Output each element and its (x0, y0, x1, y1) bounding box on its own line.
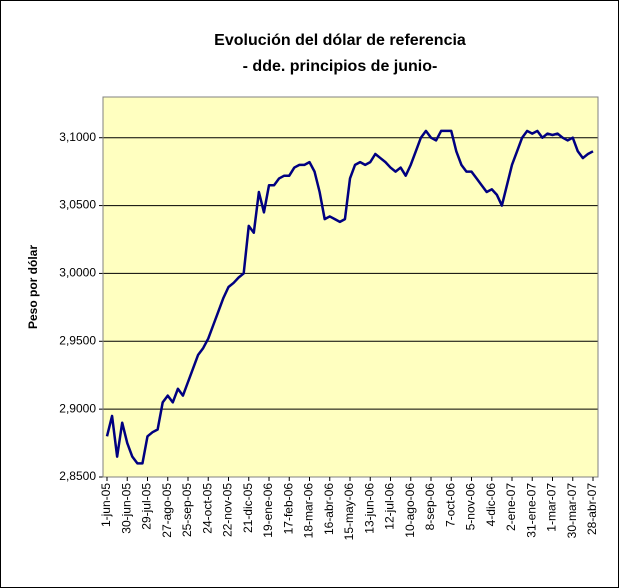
y-tick-label: 2,8500 (59, 469, 96, 483)
x-tick-label: 28-abr-07 (585, 483, 599, 535)
x-tick-label: 30-mar-07 (565, 483, 579, 539)
x-tick-label: 27-ago-05 (160, 483, 174, 538)
x-tick-label: 30-jun-05 (119, 483, 133, 534)
y-tick-label: 2,9500 (59, 333, 96, 347)
x-tick-label: 7-oct-06 (443, 483, 457, 527)
x-tick-label: 31-ene-07 (524, 483, 538, 538)
x-tick-label: 24-oct-05 (200, 483, 214, 534)
y-axis-label: Peso por dólar (26, 245, 40, 329)
x-tick-label: 19-ene-06 (261, 483, 275, 538)
x-tick-label: 1-mar-07 (545, 483, 559, 532)
y-tick-label: 3,0000 (59, 266, 96, 280)
x-tick-label: 1-jun-05 (99, 483, 113, 527)
chart-title: Evolución del dólar de referencia (214, 32, 466, 49)
y-tick-label: 2,9000 (59, 401, 96, 415)
x-tick-label: 4-dic-06 (484, 483, 498, 527)
x-tick-label: 22-nov-05 (221, 483, 235, 537)
x-tick-label: 15-may-06 (342, 483, 356, 541)
x-tick-label: 2-ene-07 (504, 483, 518, 531)
x-tick-label: 16-abr-06 (322, 483, 336, 535)
x-tick-label: 21-dic-05 (241, 483, 255, 533)
data-line (105, 129, 594, 465)
x-tick-label: 12-jul-06 (383, 483, 397, 530)
x-tick-label: 17-feb-06 (281, 483, 295, 535)
y-tick-label: 3,0500 (59, 198, 96, 212)
y-tick-label: 3,1000 (59, 130, 96, 144)
x-tick-label: 18-mar-06 (302, 483, 316, 539)
x-tick-label: 8-sep-06 (423, 483, 437, 531)
x-tick-label: 5-nov-06 (464, 483, 478, 531)
chart-subtitle: - dde. principios de junio- (243, 58, 438, 75)
plot-area (103, 97, 598, 477)
x-tick-label: 29-jul-05 (140, 483, 154, 530)
x-tick-label: 13-jun-06 (362, 483, 376, 534)
x-tick-label: 25-sep-05 (180, 483, 194, 537)
x-tick-label: 10-ago-06 (403, 483, 417, 538)
